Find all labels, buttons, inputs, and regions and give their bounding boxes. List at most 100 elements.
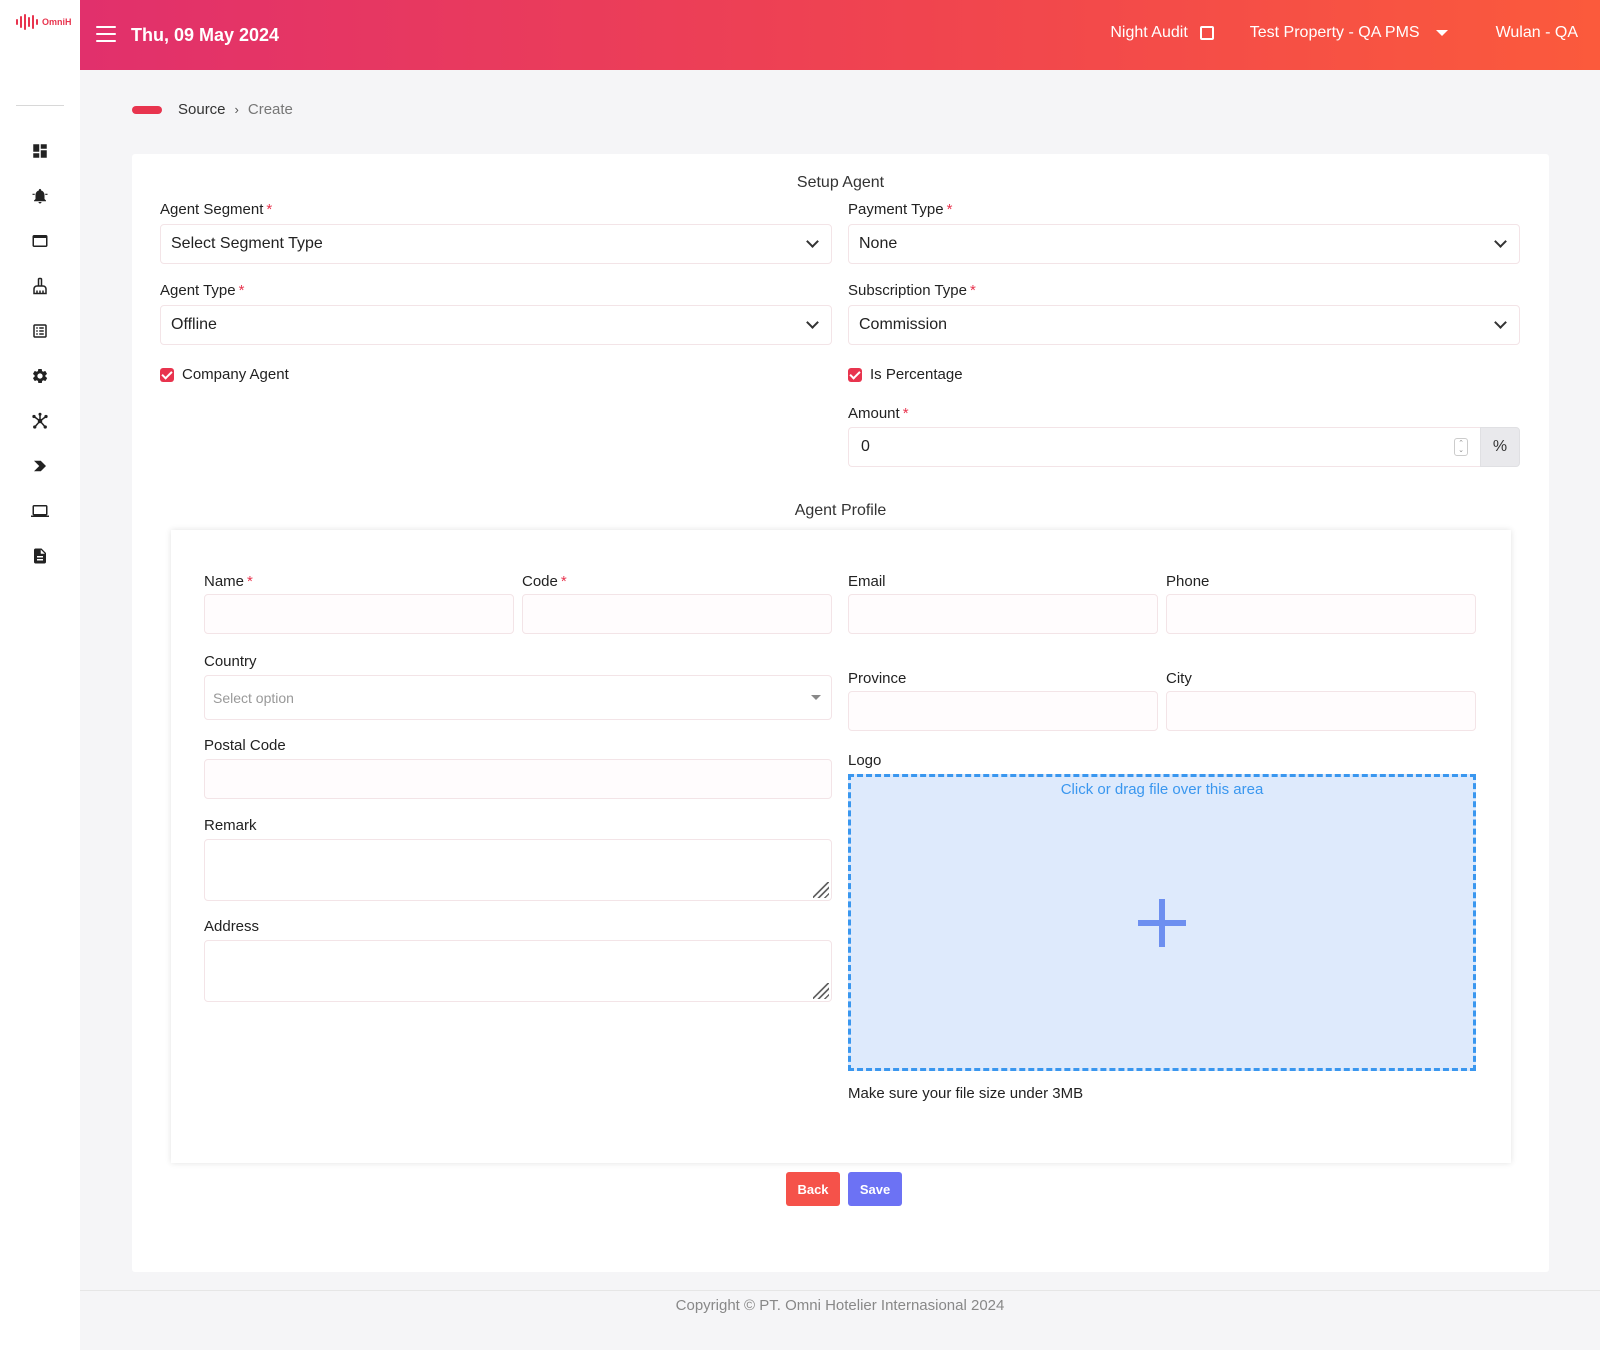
chevron-down-icon — [1494, 316, 1507, 329]
sidebar-item-network[interactable] — [0, 398, 80, 443]
top-header: Thu, 09 May 2024 Night Audit Test Proper… — [80, 0, 1600, 70]
address-textarea[interactable] — [204, 940, 832, 1002]
is-percentage-checkbox-row[interactable]: Is Percentage — [848, 366, 963, 383]
logo-mark-icon — [16, 14, 38, 30]
breadcrumb-marker — [132, 105, 162, 114]
logo-label: Logo — [848, 752, 882, 769]
cleaning-icon — [33, 277, 47, 294]
file-size-hint: Make sure your file size under 3MB — [848, 1085, 1084, 1102]
agent-profile-title: Agent Profile — [794, 502, 887, 519]
code-input[interactable] — [522, 594, 832, 634]
country-label: Country — [204, 653, 257, 670]
sidebar-item-list[interactable] — [0, 308, 80, 353]
sidebar-item-housekeeping[interactable] — [0, 263, 80, 308]
company-agent-checkbox[interactable] — [160, 367, 174, 382]
name-label: Name * — [204, 573, 253, 590]
breadcrumb-separator-icon: › — [234, 102, 239, 117]
payment-type-select[interactable]: None — [848, 224, 1520, 264]
gear-icon — [33, 368, 48, 383]
header-date: Thu, 09 May 2024 — [131, 25, 280, 45]
country-select[interactable]: Select option — [204, 675, 832, 720]
header-actions: Night Audit Test Property - QA PMS Wulan… — [1110, 24, 1578, 42]
subscription-type-select[interactable]: Commission — [848, 305, 1520, 345]
subscription-type-label: Subscription Type * — [848, 282, 976, 299]
province-label: Province — [848, 670, 907, 687]
resize-handle-icon[interactable] — [813, 983, 829, 999]
dashboard-icon — [33, 143, 47, 158]
sidebar-item-devices[interactable] — [0, 488, 80, 533]
logo-text: OmniH — [42, 17, 72, 27]
sidebar-item-notifications[interactable] — [0, 173, 80, 218]
night-audit-button[interactable]: Night Audit — [1110, 24, 1214, 42]
address-label: Address — [204, 918, 260, 935]
number-spinner-icon[interactable]: ⌃ ⌄ — [1454, 438, 1468, 456]
back-button[interactable]: Back — [786, 1172, 840, 1206]
company-agent-label: Company Agent — [182, 366, 289, 383]
chevron-down-icon — [806, 235, 819, 248]
network-icon — [32, 412, 48, 429]
chevron-down-icon — [1494, 235, 1507, 248]
list-icon — [33, 323, 47, 338]
breadcrumb-source-link[interactable]: Source — [178, 101, 226, 118]
phone-input[interactable] — [1166, 594, 1476, 634]
report-icon — [34, 548, 46, 563]
property-selector[interactable]: Test Property - QA PMS — [1250, 24, 1448, 42]
window-icon — [32, 234, 48, 247]
name-input[interactable] — [204, 594, 514, 634]
amount-input-group: 0 ⌃ ⌄ % — [848, 427, 1520, 467]
agent-segment-label: Agent Segment * — [160, 201, 273, 218]
city-label: City — [1166, 670, 1192, 687]
form-card: Setup Agent Agent Segment * Select Segmen… — [132, 154, 1549, 1272]
percent-addon: % — [1480, 427, 1520, 467]
sidebar-item-settings[interactable] — [0, 353, 80, 398]
payment-type-label: Payment Type * — [848, 201, 953, 218]
postal-code-input[interactable] — [204, 759, 832, 799]
email-label: Email — [848, 573, 886, 590]
email-input[interactable] — [848, 594, 1158, 634]
breadcrumb-current: Create — [247, 101, 293, 118]
menu-toggle-icon[interactable] — [96, 26, 116, 42]
caret-down-icon — [1435, 30, 1448, 36]
amount-input[interactable]: 0 ⌃ ⌄ — [848, 427, 1480, 467]
sidebar-divider — [16, 105, 64, 106]
subscription-type-value: Commission — [859, 316, 948, 333]
resize-handle-icon[interactable] — [813, 882, 829, 898]
bell-icon — [32, 188, 48, 203]
caret-down-icon — [811, 695, 821, 700]
chevron-down-icon — [806, 316, 819, 329]
postal-code-label: Postal Code — [204, 737, 286, 754]
province-input[interactable] — [848, 691, 1158, 731]
payment-type-value: None — [859, 235, 898, 252]
save-button[interactable]: Save — [848, 1172, 902, 1206]
country-placeholder: Select option — [213, 689, 294, 706]
city-input[interactable] — [1166, 691, 1476, 731]
agent-type-select[interactable]: Offline — [160, 305, 832, 345]
breadcrumb: Source › Create — [132, 101, 293, 118]
code-label: Code * — [522, 573, 567, 590]
agent-type-label: Agent Type * — [160, 282, 245, 299]
sidebar: OmniH — [0, 0, 80, 1350]
company-agent-checkbox-row[interactable]: Company Agent — [160, 366, 289, 383]
phone-label: Phone — [1166, 573, 1210, 590]
plus-icon — [1138, 898, 1186, 947]
property-label: Test Property - QA PMS — [1249, 24, 1420, 41]
is-percentage-checkbox[interactable] — [848, 367, 862, 382]
sidebar-item-dashboard[interactable] — [0, 128, 80, 173]
sidebar-item-reports[interactable] — [0, 533, 80, 578]
remark-textarea[interactable] — [204, 839, 832, 901]
user-menu[interactable]: Wulan - QA — [1495, 24, 1578, 41]
dropzone-text: Click or drag file over this area — [1060, 781, 1264, 798]
sidebar-item-frontdesk[interactable] — [0, 218, 80, 263]
sidebar-nav — [0, 128, 80, 578]
night-audit-label: Night Audit — [1110, 24, 1188, 41]
logo-dropzone[interactable]: Click or drag file over this area — [848, 774, 1476, 1071]
agent-segment-select[interactable]: Select Segment Type — [160, 224, 832, 264]
laptop-icon — [31, 504, 49, 517]
setup-agent-title: Setup Agent — [796, 174, 885, 191]
remark-label: Remark — [204, 817, 257, 834]
chevron-right-icon — [34, 460, 46, 471]
amount-label: Amount * — [848, 405, 909, 422]
is-percentage-label: Is Percentage — [870, 366, 963, 383]
app-logo[interactable]: OmniH — [16, 14, 72, 30]
sidebar-item-marketing[interactable] — [0, 443, 80, 488]
